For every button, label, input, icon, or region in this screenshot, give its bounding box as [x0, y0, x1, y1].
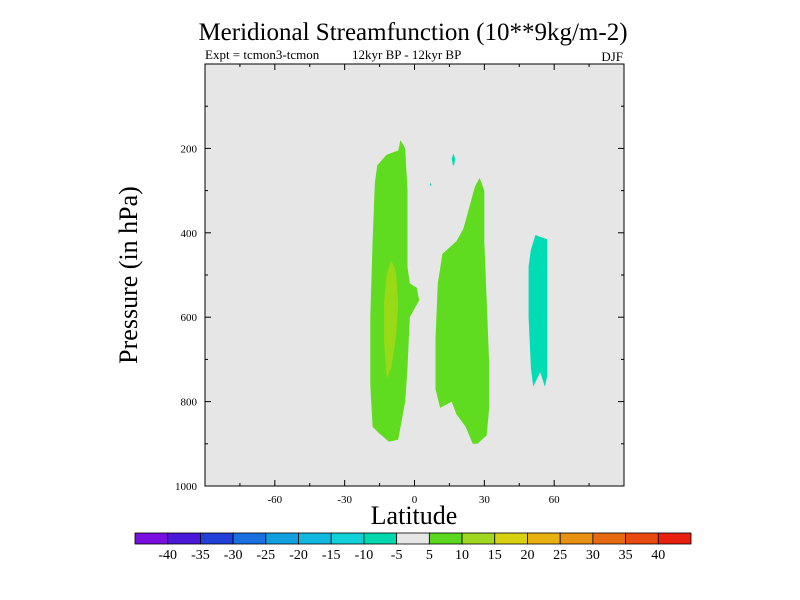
y-tick-label: 400: [181, 228, 198, 240]
colorbar-label: -40: [158, 548, 177, 563]
x-tick-label: -60: [267, 494, 282, 506]
colorbar-label: -30: [224, 548, 243, 563]
contour-region-6: [429, 182, 432, 186]
colorbar-label: 35: [619, 548, 633, 563]
y-axis-label: Pressure (in hPa): [114, 186, 143, 364]
y-tick-label: 200: [181, 143, 198, 155]
colorbar-label: 15: [488, 548, 502, 563]
colorbar-swatch: [657, 532, 692, 545]
season-label: DJF: [601, 49, 623, 64]
colorbar-swatch: [592, 532, 626, 545]
colorbar-swatch: [625, 532, 659, 545]
contour-regions: [370, 140, 548, 444]
colorbar-label: 20: [520, 548, 534, 563]
colorbar-label: -5: [391, 548, 403, 563]
colorbar-swatch: [494, 532, 528, 545]
colorbar-swatch: [559, 532, 594, 545]
x-axis-label: Latitude: [371, 501, 458, 530]
y-axis-ticks: 200 400 600 800 1000: [175, 105, 624, 493]
contour-region-5: [451, 153, 456, 166]
colorbar-swatch: [461, 532, 496, 545]
colorbar-swatch: [167, 532, 201, 545]
colorbar-label: 30: [586, 548, 600, 563]
y-tick-label: 600: [181, 312, 198, 324]
colorbar-swatch: [232, 532, 267, 545]
x-tick-label: 60: [549, 494, 561, 506]
colorbar-swatch: [428, 532, 463, 545]
colorbar-swatch: [363, 532, 398, 545]
x-tick-label: 30: [479, 494, 491, 506]
plot-area: [205, 64, 624, 486]
colorbar-label: 10: [455, 548, 469, 563]
colorbar-swatch: [527, 532, 561, 545]
colorbar-swatch: [200, 532, 234, 545]
colorbar-label: -20: [289, 548, 308, 563]
colorbar-swatch: [330, 532, 365, 545]
colorbar-label: -10: [355, 548, 374, 563]
colorbar-label: 40: [651, 548, 665, 563]
experiment-label: Expt = tcmon3-tcmon: [205, 47, 320, 62]
colorbar-label: 25: [553, 548, 567, 563]
y-tick-label: 800: [181, 397, 198, 409]
colorbar-swatch: [298, 532, 332, 545]
contour-region-2: [384, 260, 399, 379]
contour-region-3: [435, 177, 489, 444]
colorbar-label: -35: [191, 548, 210, 563]
x-tick-label: -30: [337, 494, 352, 506]
colorbar-label: -15: [322, 548, 341, 563]
colorbar-label: -25: [256, 548, 275, 563]
y-tick-label: 1000: [175, 481, 198, 493]
colorbar-swatch: [265, 532, 299, 545]
colorbar-swatch: [396, 532, 430, 545]
colorbar: -40 -35 -30 -25 -20 -15 -10 -5 5 10 15 20 25 30 35 40: [134, 532, 692, 563]
x-axis-ticks: -60 -30 0 30 60: [204, 64, 625, 506]
colorbar-swatch: [134, 532, 169, 545]
x-tick-label: 0: [412, 494, 418, 506]
chart-title: Meridional Streamfunction (10**9kg/m-2): [198, 19, 627, 46]
colorbar-label: 5: [426, 548, 433, 563]
period-label: 12kyr BP - 12kyr BP: [352, 47, 461, 62]
contour-region-4: [528, 234, 548, 387]
